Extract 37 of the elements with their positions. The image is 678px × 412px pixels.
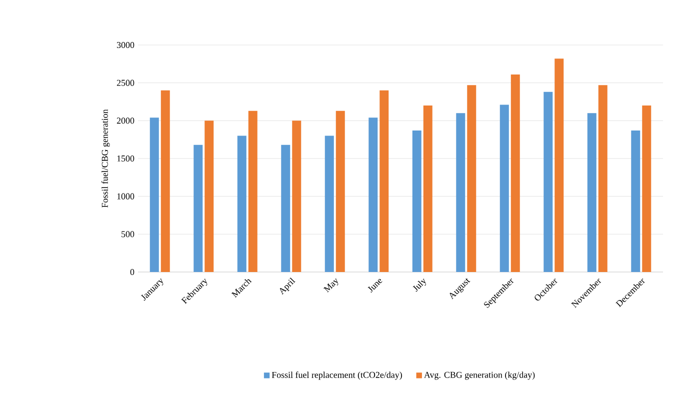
bar	[423, 106, 432, 272]
y-tick-label: 2500	[116, 80, 134, 86]
bar	[237, 136, 246, 272]
y-tick-label: 2000	[116, 118, 134, 124]
bar	[368, 118, 378, 272]
bar	[336, 110, 345, 272]
bar	[160, 90, 170, 272]
legend-label: Avg. CBG generation (kg/day)	[424, 372, 535, 380]
bar	[150, 118, 159, 272]
y-tick-label: 3000	[116, 42, 134, 48]
bar	[500, 104, 509, 272]
bar	[598, 85, 608, 272]
bar	[456, 113, 466, 272]
bar	[204, 120, 214, 272]
y-tick-label: 500	[122, 231, 134, 238]
bar	[510, 74, 520, 272]
x-tick-label: July	[412, 278, 426, 292]
y-tick-label: 1500	[117, 155, 134, 162]
y-axis-title: Fossil fuel/CBG generation	[101, 109, 110, 208]
bar	[554, 58, 564, 272]
legend-label: Fossil fuel replacement (tCO2e/day)	[272, 372, 402, 380]
x-tick-label: June	[368, 278, 382, 293]
bar	[631, 130, 640, 272]
bar	[642, 106, 652, 272]
bar	[467, 85, 476, 272]
bar	[248, 110, 258, 272]
bar	[380, 90, 389, 272]
bar	[292, 120, 302, 272]
bar	[194, 144, 203, 272]
bar	[544, 92, 553, 272]
y-tick-label: 0	[130, 268, 134, 276]
y-tick-label: 1000	[117, 193, 134, 200]
bar	[587, 113, 596, 272]
bar	[412, 130, 422, 272]
bar	[281, 144, 290, 272]
x-tick-label: May	[323, 278, 338, 293]
bar	[324, 136, 334, 272]
